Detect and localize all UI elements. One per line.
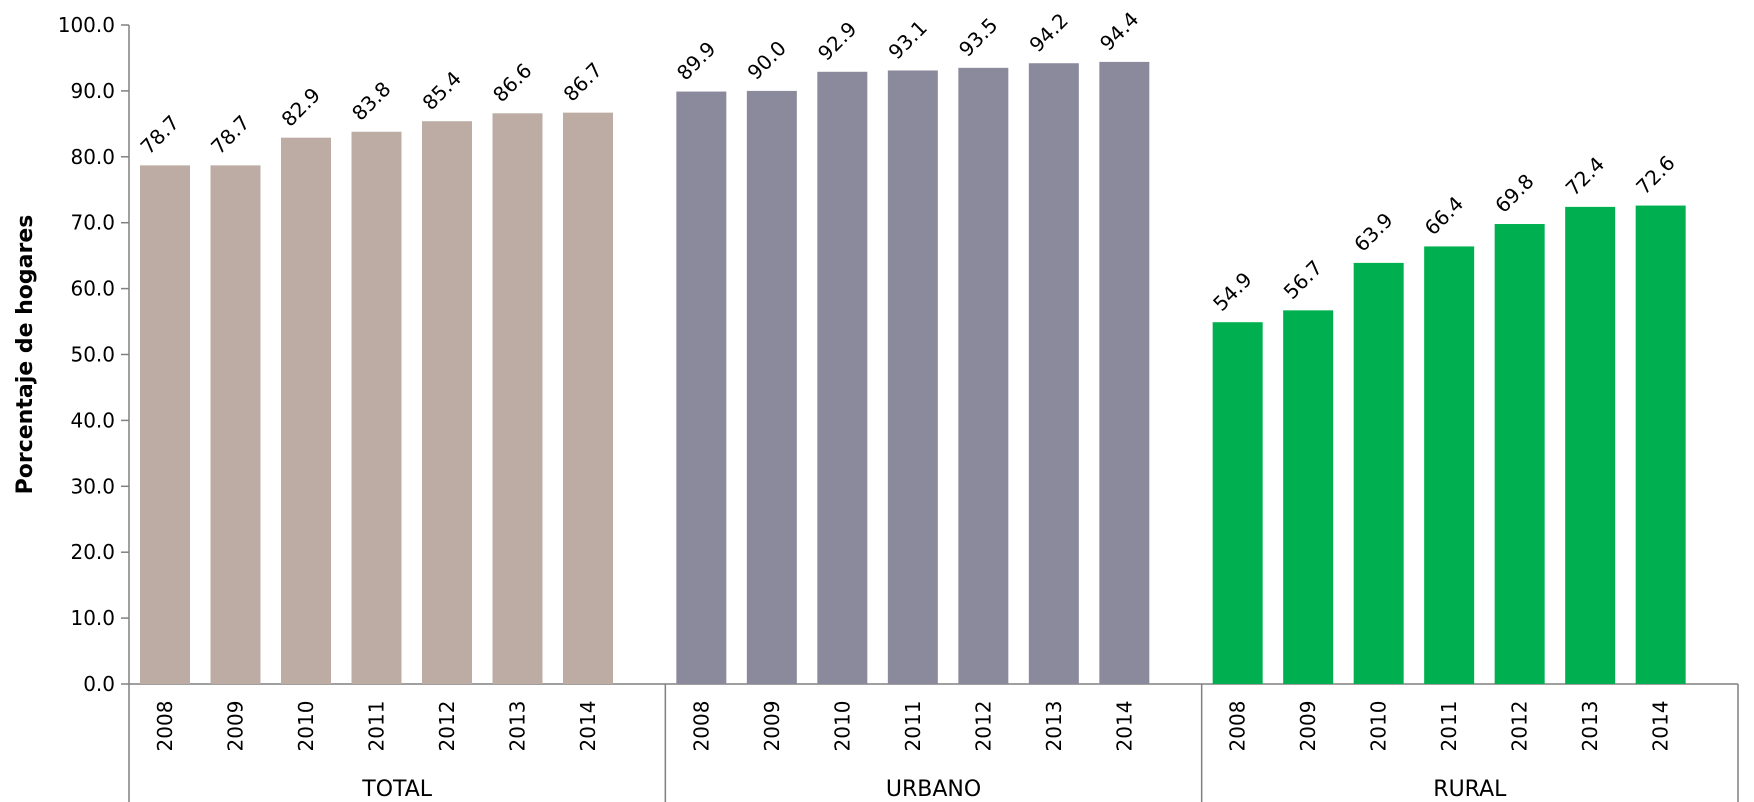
- bar: [210, 165, 261, 684]
- data-label: 63.9: [1349, 208, 1397, 256]
- group-label: URBANO: [886, 777, 981, 802]
- x-tick-label: 2011: [365, 701, 389, 752]
- y-tick-label: 100.0: [58, 13, 115, 37]
- bar: [817, 71, 868, 684]
- x-tick-label: 2008: [153, 701, 177, 752]
- bar: [1565, 206, 1616, 684]
- x-tick-label: 2010: [1367, 701, 1391, 752]
- group-label: TOTAL: [361, 777, 433, 802]
- bar: [887, 70, 938, 684]
- data-label: 82.9: [277, 83, 325, 131]
- data-label: 86.7: [559, 58, 607, 106]
- y-tick-label: 30.0: [70, 474, 115, 498]
- bar: [746, 90, 797, 684]
- y-tick-label: 90.0: [70, 79, 115, 103]
- data-label: 85.4: [418, 66, 466, 114]
- data-label: 93.5: [954, 13, 1002, 61]
- data-label: 93.1: [883, 16, 931, 64]
- x-tick-label: 2009: [224, 701, 248, 752]
- data-label: 94.4: [1095, 7, 1143, 55]
- y-tick-label: 60.0: [70, 277, 115, 301]
- bar: [1494, 224, 1545, 684]
- data-label: 86.6: [488, 58, 536, 106]
- data-label: 72.6: [1631, 151, 1679, 199]
- data-label: 92.9: [813, 17, 861, 65]
- y-tick-label: 50.0: [70, 343, 115, 367]
- data-label: 69.8: [1490, 169, 1538, 217]
- y-axis-label: Porcentaje de hogares: [13, 215, 38, 495]
- x-tick-label: 2014: [576, 701, 600, 752]
- bar: [676, 91, 727, 684]
- x-tick-label: 2014: [1112, 701, 1136, 752]
- data-label: 78.7: [206, 110, 254, 158]
- data-label: 56.7: [1279, 255, 1327, 303]
- x-tick-label: 2013: [1042, 701, 1066, 752]
- x-tick-label: 2013: [506, 701, 530, 752]
- bar: [140, 165, 190, 684]
- bar: [422, 121, 472, 685]
- bar: [351, 131, 402, 684]
- data-label: 54.9: [1208, 267, 1256, 315]
- data-label: 90.0: [742, 36, 790, 84]
- bar: [958, 67, 1009, 684]
- bar: [1099, 61, 1150, 685]
- x-tick-label: 2008: [689, 701, 713, 752]
- x-tick-label: 2012: [1508, 701, 1532, 752]
- bar: [1212, 322, 1263, 684]
- bar: [1353, 262, 1404, 684]
- data-label: 83.8: [347, 77, 395, 125]
- x-tick-label: 2012: [435, 701, 459, 752]
- bar: [563, 112, 613, 685]
- data-label: 78.7: [136, 110, 184, 158]
- x-tick-label: 2010: [830, 701, 854, 752]
- data-label: 66.4: [1420, 192, 1468, 240]
- y-tick-label: 80.0: [70, 145, 115, 169]
- y-tick-label: 20.0: [70, 540, 115, 564]
- x-tick-label: 2014: [1649, 701, 1673, 752]
- x-tick-label: 2011: [901, 701, 925, 752]
- bar: [492, 113, 543, 684]
- bar: [1424, 246, 1475, 684]
- data-label: 89.9: [672, 37, 720, 85]
- y-tick-label: 40.0: [70, 408, 115, 432]
- x-tick-label: 2012: [971, 701, 995, 752]
- y-tick-label: 0.0: [83, 672, 115, 696]
- x-tick-label: 2008: [1226, 701, 1250, 752]
- bar: [1635, 205, 1686, 685]
- bar: [1028, 63, 1079, 685]
- data-label: 72.4: [1561, 152, 1609, 200]
- bar: [1283, 310, 1334, 684]
- y-tick-label: 70.0: [70, 211, 115, 235]
- x-tick-label: 2009: [760, 701, 784, 752]
- data-label: 94.2: [1024, 8, 1072, 56]
- y-tick-label: 10.0: [70, 606, 115, 630]
- x-tick-label: 2009: [1296, 701, 1320, 752]
- x-tick-label: 2013: [1578, 701, 1602, 752]
- x-tick-label: 2011: [1437, 701, 1461, 752]
- group-label: RURAL: [1433, 777, 1507, 802]
- bar: [281, 137, 331, 685]
- x-tick-label: 2010: [294, 701, 318, 752]
